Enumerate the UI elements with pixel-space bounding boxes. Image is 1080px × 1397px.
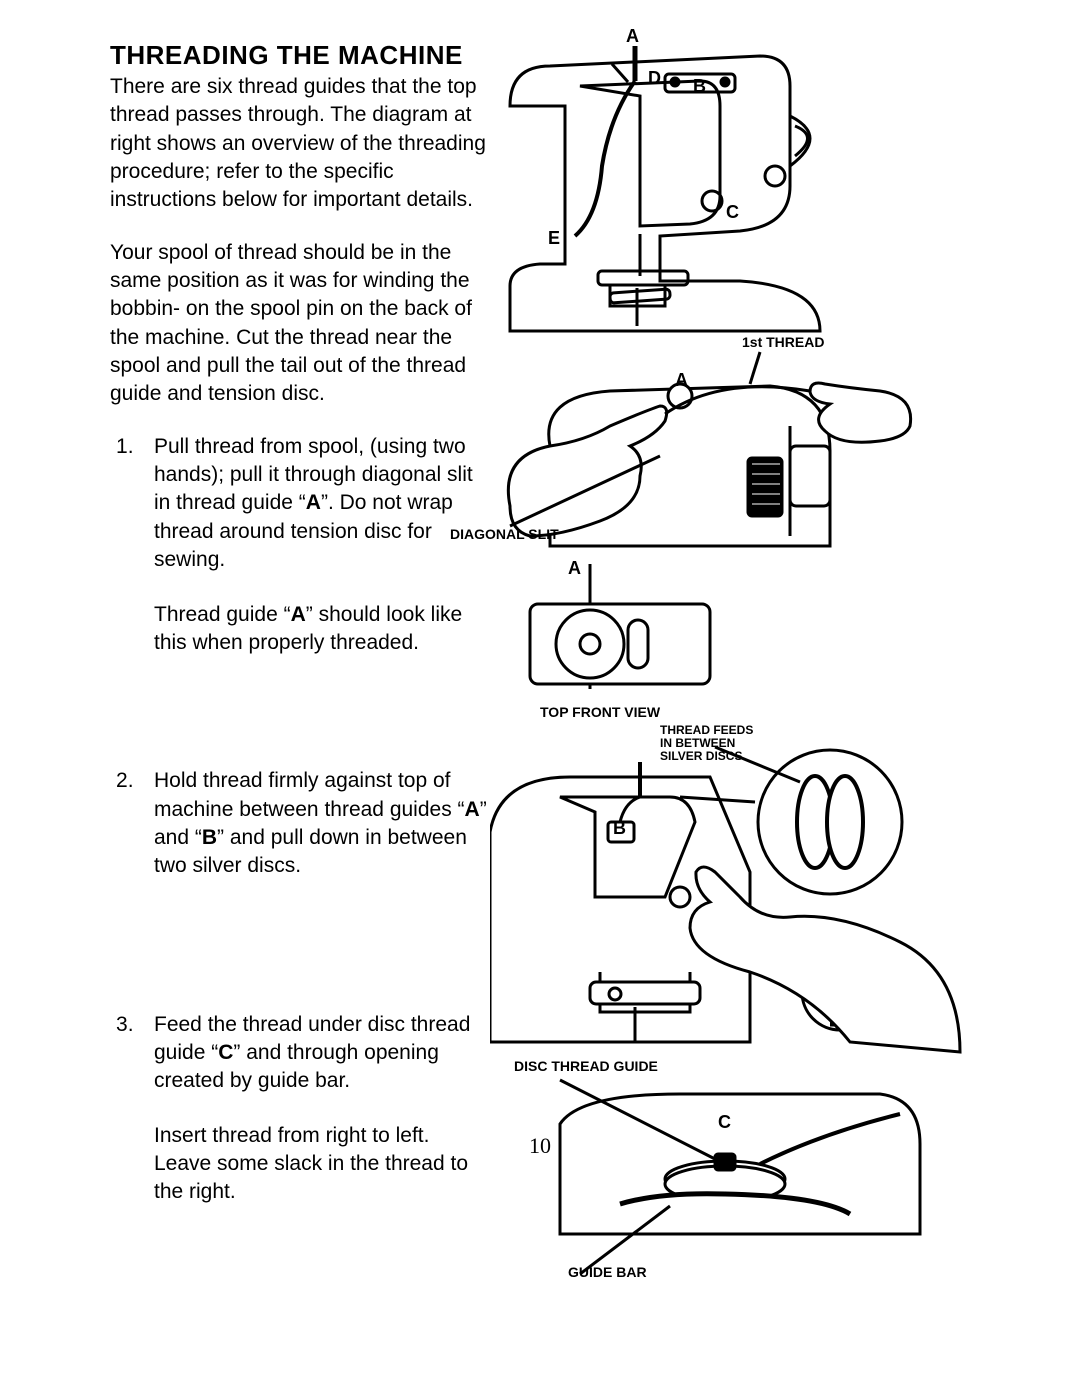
label-a: A — [626, 26, 639, 47]
label-guide-bar: GUIDE BAR — [568, 1264, 647, 1280]
diagram-hands-top: A 1st THREAD DIAGONAL SLIT — [490, 336, 1020, 556]
diagram-column: A D B C E — [490, 26, 1020, 1292]
page-title: THREADING THE MACHINE — [110, 40, 490, 71]
step-1-sub: Thread guide “A” should look like this w… — [154, 601, 490, 658]
hands-svg — [490, 336, 920, 556]
label-b: B — [693, 76, 706, 97]
step-2: Hold thread firmly against top of machin… — [110, 767, 490, 880]
intro-paragraph-1: There are six thread guides that the top… — [110, 73, 490, 215]
step-1-bold-a: A — [306, 491, 321, 514]
label-e: E — [548, 228, 560, 249]
diagram-silver-discs: B THREAD FEEDS IN BETWEEN SILVER DISCS — [490, 742, 1020, 1062]
label-thread-feeds: THREAD FEEDS IN BETWEEN SILVER DISCS — [660, 724, 753, 764]
label-a-3: A — [568, 558, 581, 579]
label-disc-thread-guide: DISC THREAD GUIDE — [514, 1058, 658, 1074]
tfv-svg — [520, 564, 720, 724]
steps-list: Pull thread from spool, (using two hands… — [110, 433, 490, 1207]
diagram-overview: A D B C E — [490, 26, 1020, 336]
step-3: Feed the thread under disc thread guide … — [110, 1011, 490, 1207]
intro-paragraph-2: Your spool of thread should be in the sa… — [110, 239, 490, 409]
diagram-top-front-view: A TOP FRONT VIEW — [520, 564, 1020, 724]
page-number: 10 — [0, 1133, 1080, 1159]
label-diagonal-slit: DIAGONAL SLIT — [450, 526, 559, 542]
label-top-front-view: TOP FRONT VIEW — [540, 704, 660, 720]
label-b-2: B — [613, 818, 626, 839]
step-1: Pull thread from spool, (using two hands… — [110, 433, 490, 657]
overview-svg — [490, 26, 870, 336]
label-c: C — [726, 202, 739, 223]
label-c-2: C — [718, 1112, 731, 1133]
label-a-2: A — [675, 370, 688, 391]
discs-svg — [490, 742, 970, 1062]
discguide-svg — [520, 1064, 940, 1284]
diagram-disc-guide: DISC THREAD GUIDE C GUIDE BAR — [520, 1064, 1020, 1284]
label-first-thread: 1st THREAD — [742, 334, 824, 350]
text-column: THREADING THE MACHINE There are six thre… — [110, 40, 490, 1207]
label-d: D — [648, 68, 661, 89]
